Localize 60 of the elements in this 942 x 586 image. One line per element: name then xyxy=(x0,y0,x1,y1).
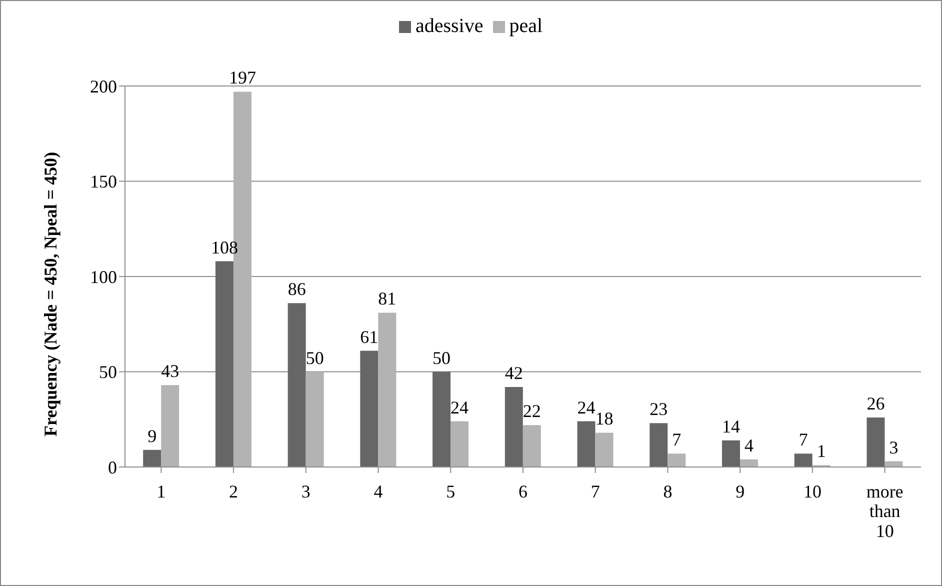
data-label: 7 xyxy=(672,430,682,450)
bar xyxy=(668,454,686,467)
y-tick-label: 100 xyxy=(90,266,117,287)
y-tick-label: 0 xyxy=(108,457,117,478)
bar xyxy=(740,459,758,467)
x-tick-label: 8 xyxy=(663,481,672,502)
data-label: 9 xyxy=(148,426,157,446)
x-tick-label: 5 xyxy=(446,481,456,502)
data-label: 108 xyxy=(210,237,238,258)
bar xyxy=(215,261,234,467)
bar xyxy=(143,450,162,467)
y-axis-title: Frequency (Nade = 450, Npeal = 450) xyxy=(40,152,60,436)
x-tick-label: 3 xyxy=(301,481,310,502)
x-tick-label: 4 xyxy=(374,481,383,502)
y-tick-label: 200 xyxy=(90,76,117,96)
bar xyxy=(504,386,523,467)
bar xyxy=(306,372,324,467)
bar xyxy=(595,432,614,467)
legend-label: peal xyxy=(509,15,543,37)
x-tick-label: 7 xyxy=(590,481,600,502)
bar xyxy=(577,421,596,467)
legend-label: adessive xyxy=(415,15,484,37)
x-tick-label: 6 xyxy=(518,481,528,502)
bar xyxy=(522,425,541,467)
y-tick-label: 50 xyxy=(99,362,117,382)
data-label: 26 xyxy=(866,393,885,414)
data-label: 23 xyxy=(650,399,668,420)
bar xyxy=(432,372,451,467)
bar xyxy=(378,312,396,467)
data-label: 4 xyxy=(744,435,754,456)
data-label: 24 xyxy=(577,397,596,418)
data-label: 1 xyxy=(816,441,826,462)
data-label: 22 xyxy=(522,401,541,422)
bar xyxy=(866,417,885,467)
data-label: 43 xyxy=(161,361,180,382)
x-tick-label: 9 xyxy=(736,481,745,502)
data-label: 81 xyxy=(378,288,396,309)
data-label: 50 xyxy=(306,348,324,368)
bar xyxy=(650,423,668,467)
data-label: 42 xyxy=(504,362,523,383)
data-label: 50 xyxy=(432,348,451,368)
data-label: 197 xyxy=(228,68,256,88)
bar xyxy=(288,303,306,467)
bar xyxy=(794,454,812,467)
data-label: 61 xyxy=(360,326,378,347)
data-label: 14 xyxy=(722,416,740,436)
x-tick-label: 10 xyxy=(803,481,822,502)
x-tick-label: 2 xyxy=(229,481,238,502)
data-label: 3 xyxy=(889,437,898,458)
data-label: 86 xyxy=(288,279,306,300)
data-label: 7 xyxy=(798,430,808,450)
data-label: 18 xyxy=(595,408,614,429)
bar xyxy=(360,350,378,467)
x-tick-label: 1 xyxy=(156,481,166,502)
bar xyxy=(161,385,180,467)
data-label: 24 xyxy=(450,397,469,418)
bar xyxy=(450,421,469,467)
bar xyxy=(722,440,740,467)
y-tick-label: 150 xyxy=(90,172,117,192)
x-tick-label: more than 10 xyxy=(866,481,904,541)
